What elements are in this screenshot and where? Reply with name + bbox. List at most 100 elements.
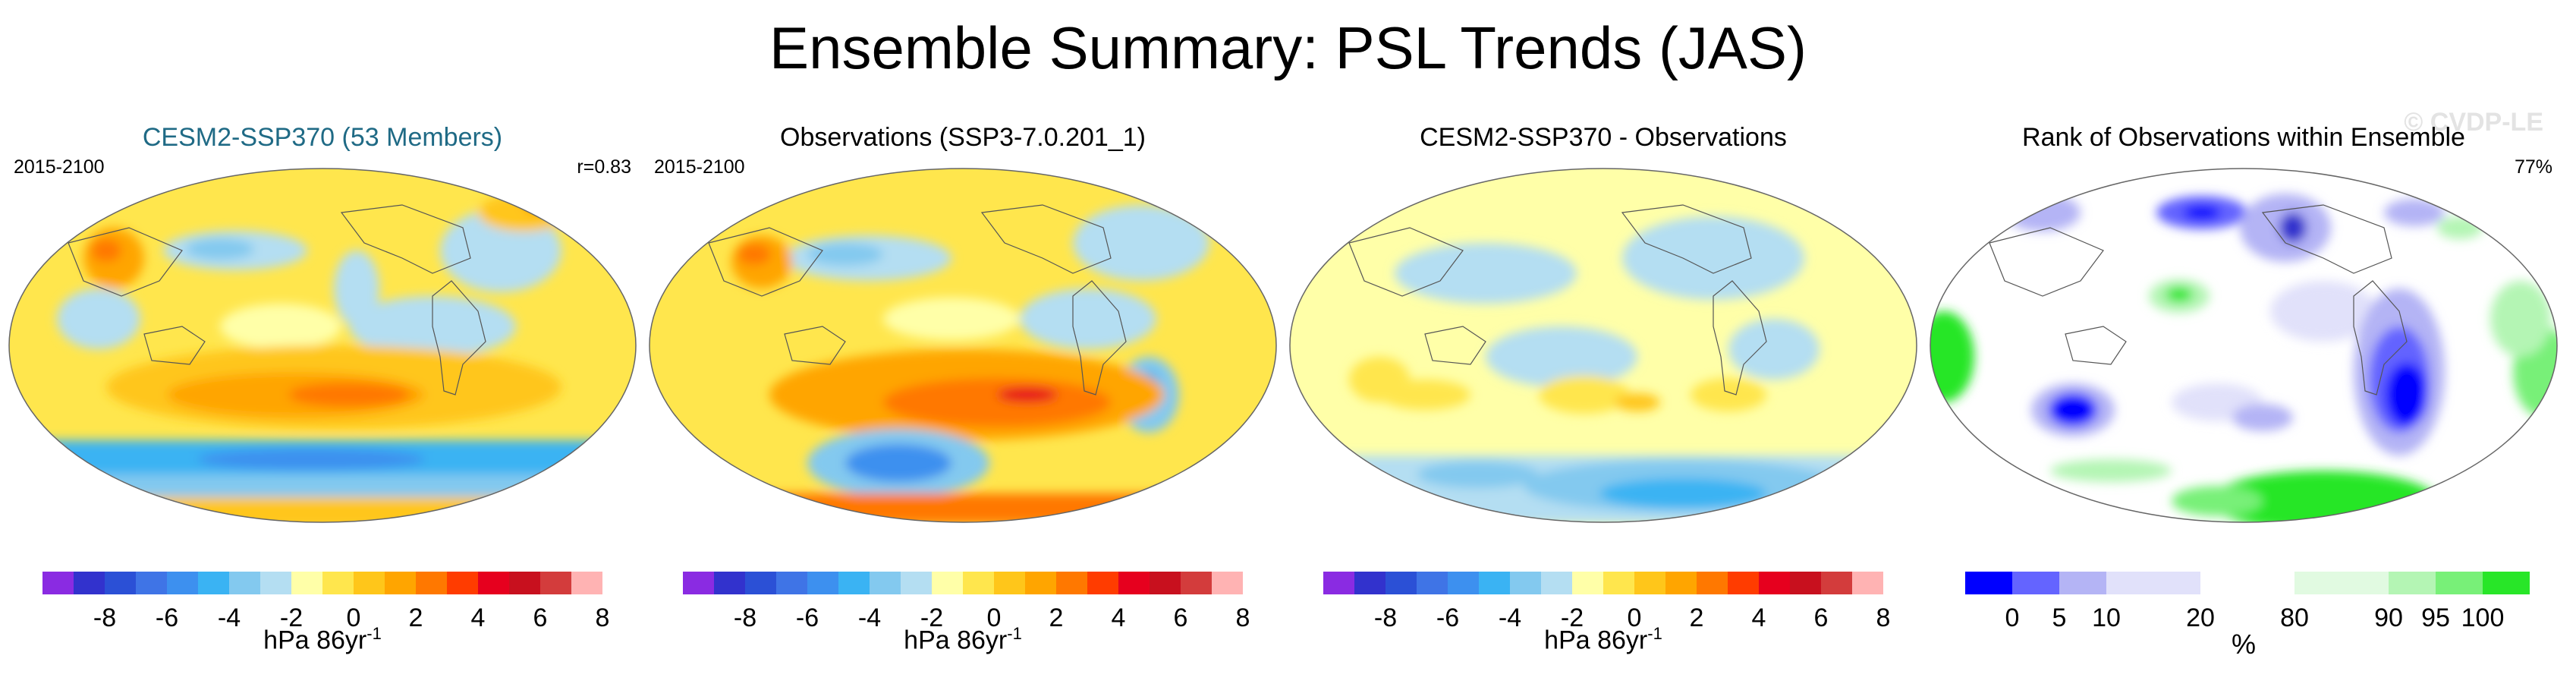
colorbar-swatch: [1212, 572, 1243, 594]
rank-colorbar-swatch: [2200, 572, 2294, 594]
colorbar-swatch: [1665, 572, 1697, 594]
colorbar-tick: -4: [1498, 603, 1522, 632]
colorbar-tick: -6: [795, 603, 819, 632]
correlation-label: r=0.83: [577, 156, 631, 178]
rank-colorbar-tick: 5: [2052, 603, 2067, 632]
colorbar-tick: -4: [217, 603, 241, 632]
colorbar-swatch: [1150, 572, 1181, 594]
colorbar-unit: hPa 86yr-1: [904, 624, 1022, 655]
colorbar-tick: -2: [1560, 603, 1584, 632]
colorbar-swatch: [1448, 572, 1479, 594]
colorbar-swatch: [1417, 572, 1448, 594]
colorbar-swatch: [1759, 572, 1790, 594]
rank-colorbar-swatch: [2059, 572, 2106, 594]
map-rank: [1930, 168, 2558, 523]
rank-colorbar-swatch: [2106, 572, 2200, 594]
colorbar-swatch: [1790, 572, 1821, 594]
colorbar-swatch: [994, 572, 1025, 594]
rank-colorbar-tick: 100: [2461, 603, 2505, 632]
map-difference: [1289, 168, 1917, 523]
colorbar-swatch: [1634, 572, 1665, 594]
colorbar-tick: -6: [1436, 603, 1460, 632]
colorbar-tick: 2: [1049, 603, 1064, 632]
colorbar-tick: 2: [408, 603, 423, 632]
map-observations: [649, 168, 1277, 523]
colorbar-tick: -8: [93, 603, 117, 632]
colorbar-swatch: [478, 572, 509, 594]
colorbar-tick: 6: [1173, 603, 1188, 632]
colorbar-unit: hPa 86yr-1: [263, 624, 382, 655]
colorbar-swatch: [1852, 572, 1883, 594]
colorbar-tick: 6: [533, 603, 548, 632]
colorbar-swatch: [1386, 572, 1417, 594]
colorbar-tick: 8: [1235, 603, 1250, 632]
rank-colorbar-tick: 20: [2186, 603, 2215, 632]
colorbar-swatch: [1479, 572, 1510, 594]
map-ensemble-mean: [8, 168, 637, 523]
colorbar-swatch: [1697, 572, 1728, 594]
colorbar-swatch: [1354, 572, 1386, 594]
colorbar-tick: 2: [1689, 603, 1704, 632]
colorbar-tick: -2: [279, 603, 304, 632]
colorbar-swatch: [932, 572, 963, 594]
colorbar-tick: -4: [857, 603, 882, 632]
colorbar-tick: 0: [986, 603, 1002, 632]
colorbar-swatch: [354, 572, 385, 594]
colorbar-swatch: [1728, 572, 1759, 594]
colorbar-tick: 0: [346, 603, 361, 632]
colorbar-swatch: [963, 572, 994, 594]
colorbar-swatch: [745, 572, 776, 594]
colorbar-tick: -6: [155, 603, 179, 632]
panel-observations: Observations (SSP3-7.0.201_1) 2015-2100: [648, 114, 1278, 676]
colorbar-swatch: [870, 572, 901, 594]
colorbar-tick: 6: [1813, 603, 1829, 632]
colorbar-swatch: [42, 572, 74, 594]
colorbar-swatch: [105, 572, 136, 594]
colorbar-swatch: [540, 572, 571, 594]
colorbar-swatch: [416, 572, 447, 594]
period-label: 2015-2100: [654, 156, 745, 178]
colorbar-unit: hPa 86yr-1: [1544, 624, 1662, 655]
colorbar-swatch: [447, 572, 478, 594]
colorbar-swatch: [1603, 572, 1634, 594]
colorbar-swatch: [807, 572, 838, 594]
rank-percent-label: 77%: [2514, 156, 2552, 178]
rank-colorbar-tick: 95: [2421, 603, 2450, 632]
colorbar-tick: 4: [1111, 603, 1126, 632]
colorbar-swatch: [683, 572, 714, 594]
panel-title: Observations (SSP3-7.0.201_1): [780, 123, 1146, 152]
rank-colorbar-tick: 80: [2280, 603, 2309, 632]
colorbar-tick: -2: [920, 603, 944, 632]
rank-colorbar-swatch: [2483, 572, 2530, 594]
rank-colorbar-swatch: [2389, 572, 2436, 594]
colorbar-swatch: [198, 572, 229, 594]
colorbar-tick: 8: [1876, 603, 1891, 632]
colorbar-swatch: [1572, 572, 1603, 594]
colorbar-swatch: [1821, 572, 1852, 594]
colorbar-swatch: [901, 572, 932, 594]
colorbar-tick: 0: [1627, 603, 1642, 632]
figure-title: Ensemble Summary: PSL Trends (JAS): [769, 14, 1807, 81]
rank-colorbar-swatch: [2436, 572, 2483, 594]
panel-title: Rank of Observations within Ensemble: [2022, 123, 2465, 152]
colorbar-swatch: [74, 572, 105, 594]
colorbar-swatch: [1087, 572, 1118, 594]
colorbar-swatch: [571, 572, 602, 594]
colorbar-swatch: [167, 572, 198, 594]
colorbar-swatch: [322, 572, 354, 594]
colorbar-swatch: [229, 572, 260, 594]
rank-colorbar-swatch: [1965, 572, 2012, 594]
colorbar-swatch: [714, 572, 745, 594]
colorbar-swatch: [1025, 572, 1056, 594]
colorbar-tick: 4: [470, 603, 486, 632]
colorbar-swatch: [838, 572, 870, 594]
rank-colorbar-tick: 0: [2005, 603, 2020, 632]
colorbar-tick: 8: [595, 603, 610, 632]
watermark: © CVDP-LE: [2404, 108, 2543, 137]
panel-title: CESM2-SSP370 - Observations: [1420, 123, 1787, 152]
panel-ensemble-mean: CESM2-SSP370 (53 Members) 2015-2100 r=0.…: [8, 114, 637, 676]
colorbar-swatch: [509, 572, 540, 594]
rank-colorbar-swatch: [2294, 572, 2389, 594]
rank-colorbar-unit: %: [2231, 629, 2256, 660]
period-label: 2015-2100: [14, 156, 105, 178]
